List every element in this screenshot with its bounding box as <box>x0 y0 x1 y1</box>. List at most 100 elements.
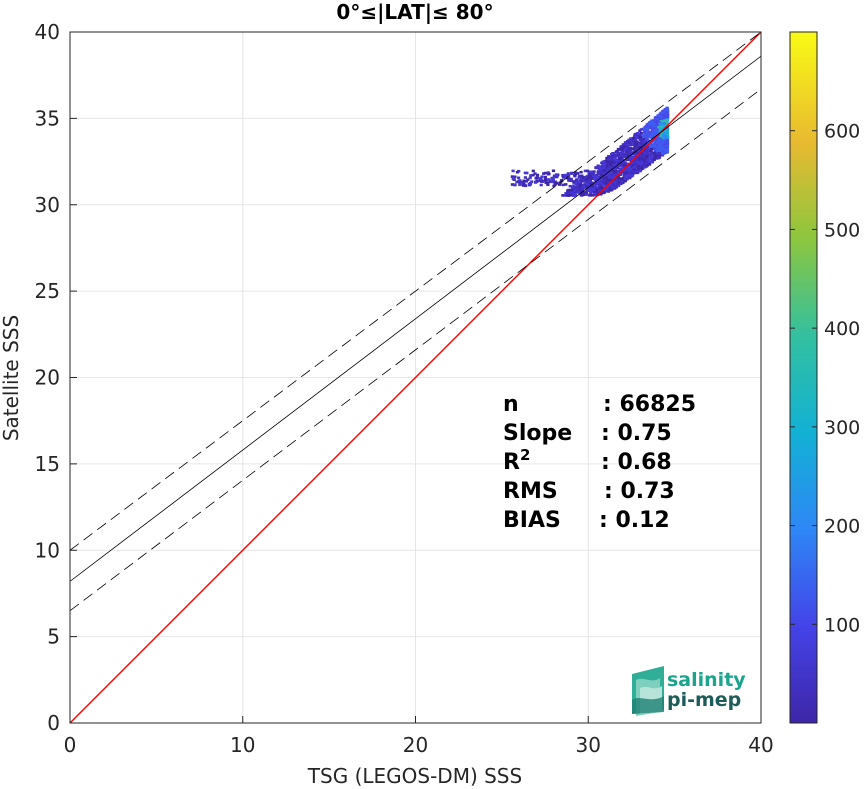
density-cell <box>603 163 607 166</box>
density-cell <box>643 136 647 140</box>
density-cell <box>610 165 614 169</box>
y-tick-label: 0 <box>47 711 60 735</box>
density-cell <box>511 169 515 173</box>
density-cell <box>628 147 632 150</box>
density-cell <box>644 158 648 161</box>
density-cell <box>639 138 643 141</box>
density-cell <box>539 176 543 180</box>
density-cell <box>652 122 656 125</box>
density-cell <box>637 143 641 147</box>
density-cell <box>534 181 538 184</box>
density-cell <box>651 120 655 123</box>
x-tick-label: 0 <box>64 733 77 757</box>
density-cell <box>574 193 578 197</box>
density-cell <box>657 126 661 129</box>
density-cell <box>637 163 641 166</box>
density-cell <box>639 128 643 131</box>
density-cell <box>622 174 626 177</box>
density-cell <box>543 171 547 175</box>
density-cell <box>664 111 668 115</box>
y-tick-label: 25 <box>35 279 60 303</box>
density-cell <box>606 160 610 164</box>
density-cell <box>542 179 546 183</box>
density-cell <box>646 142 650 146</box>
density-cell <box>613 156 617 160</box>
density-cell <box>521 184 525 187</box>
density-cell <box>655 141 660 144</box>
density-cell <box>653 126 657 130</box>
density-cell <box>566 172 570 175</box>
density-cell <box>609 171 613 174</box>
density-cell <box>592 174 596 178</box>
density-cell <box>659 121 663 124</box>
colorbar-tick-label: 200 <box>824 516 860 538</box>
density-cell <box>599 168 603 171</box>
density-cell <box>632 137 636 140</box>
density-cell <box>597 166 602 169</box>
density-cell <box>522 179 526 183</box>
density-cell <box>561 174 565 177</box>
density-cell <box>628 163 632 166</box>
density-cell <box>592 170 596 173</box>
density-cell <box>586 188 590 191</box>
density-cell <box>634 135 638 139</box>
density-cell <box>665 118 669 121</box>
density-cell <box>665 142 670 146</box>
density-cell <box>658 142 662 146</box>
density-cell <box>647 135 651 138</box>
density-cell <box>551 169 556 173</box>
density-cell <box>655 148 659 152</box>
density-cell <box>620 150 624 154</box>
density-cell <box>632 166 637 169</box>
density-cell <box>643 125 647 129</box>
density-cell <box>558 183 562 186</box>
density-cell <box>636 150 640 153</box>
density-cell <box>595 186 599 189</box>
density-cell <box>544 181 548 185</box>
density-cell <box>628 158 632 161</box>
density-cell <box>663 119 667 123</box>
density-cell <box>569 177 573 181</box>
density-cell <box>637 154 641 157</box>
density-cell <box>550 180 554 184</box>
density-cell <box>622 146 626 150</box>
density-cell <box>587 172 591 175</box>
density-cell <box>599 185 604 189</box>
density-cell <box>647 148 651 151</box>
density-cell <box>607 174 611 178</box>
density-cell <box>650 151 654 155</box>
density-cell <box>627 171 631 175</box>
density-cell <box>602 186 606 189</box>
density-cell <box>653 155 657 159</box>
density-cell <box>649 149 653 153</box>
density-cell <box>664 115 668 118</box>
density-cell <box>578 179 583 182</box>
density-cell <box>613 153 617 156</box>
density-cell <box>656 136 660 139</box>
density-cell <box>608 182 612 185</box>
density-cell <box>601 164 605 168</box>
density-cell <box>563 173 567 177</box>
stat-value: : 0.68 <box>601 450 672 475</box>
density-cell <box>593 177 597 181</box>
density-cell <box>599 182 603 185</box>
density-cell <box>574 190 579 194</box>
density-cell <box>552 174 556 178</box>
y-tick-label: 10 <box>35 538 60 562</box>
density-cell <box>646 131 650 135</box>
density-cell <box>616 147 620 151</box>
y-tick-label: 30 <box>35 193 60 217</box>
density-cell <box>614 183 618 187</box>
density-cell <box>614 158 618 161</box>
density-cell <box>609 167 613 170</box>
density-cell <box>533 172 537 175</box>
density-cell <box>526 178 530 181</box>
density-cell <box>638 156 642 160</box>
density-cell <box>655 131 659 134</box>
density-cell <box>659 127 663 130</box>
density-cell <box>630 170 634 174</box>
y-tick-label: 15 <box>35 452 60 476</box>
density-cell <box>660 112 664 115</box>
density-cell <box>542 172 546 175</box>
density-cell <box>572 180 577 183</box>
